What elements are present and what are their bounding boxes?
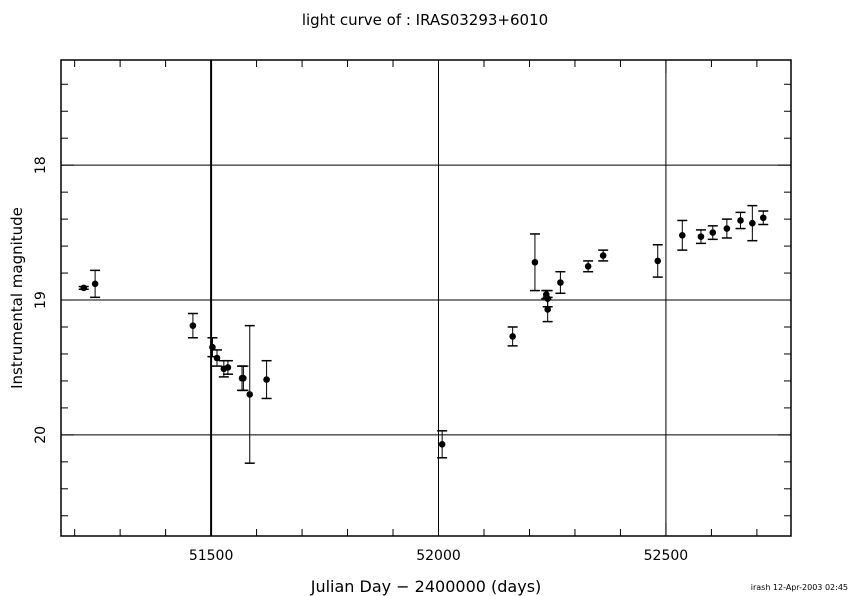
data-marker <box>759 214 767 222</box>
x-tick-label: 51500 <box>189 548 234 564</box>
data-marker <box>723 225 731 232</box>
data-point <box>721 218 732 239</box>
x-tick-label: 52000 <box>416 548 461 564</box>
data-marker <box>654 257 662 265</box>
data-marker <box>91 280 99 288</box>
data-marker <box>438 441 446 448</box>
y-tick-label: 19 <box>33 291 49 309</box>
data-marker <box>263 376 270 383</box>
data-point <box>238 365 249 392</box>
data-point <box>78 284 89 292</box>
data-point <box>677 219 688 251</box>
data-point <box>598 249 609 262</box>
data-point <box>207 337 218 358</box>
plot-frame <box>60 59 792 537</box>
data-point <box>222 359 233 375</box>
axis-ticks <box>61 60 791 536</box>
data-point <box>652 243 663 278</box>
footer-stamp: irash 12-Apr-2003 02:45 <box>751 583 848 592</box>
data-point <box>735 211 746 230</box>
data-point <box>542 289 553 308</box>
data-marker <box>544 306 551 313</box>
data-point <box>583 260 594 273</box>
x-tick-label: 52500 <box>644 548 689 564</box>
data-marker <box>678 231 686 239</box>
data-point <box>707 225 718 241</box>
data-marker <box>697 233 705 240</box>
data-point <box>758 210 769 226</box>
data-point <box>187 312 198 339</box>
data-point <box>555 270 566 295</box>
data-marker <box>80 284 88 292</box>
data-point <box>507 326 518 347</box>
data-marker <box>189 322 197 329</box>
data-marker <box>213 354 221 362</box>
y-tick-labels: 18 19 20 <box>33 156 49 444</box>
data-points <box>78 204 769 464</box>
x-axis-label: Julian Day − 2400000 (days) <box>310 577 542 596</box>
data-point <box>437 430 448 459</box>
data-marker <box>209 343 216 351</box>
x-tick-labels: 51500 52000 52500 <box>189 548 688 564</box>
data-marker <box>246 391 254 398</box>
data-point <box>747 204 758 242</box>
grid-lines <box>61 60 791 536</box>
data-point <box>244 324 255 464</box>
data-marker <box>599 252 607 259</box>
data-point <box>695 229 706 245</box>
data-marker <box>531 258 539 266</box>
data-marker <box>509 333 516 340</box>
data-marker <box>584 263 592 270</box>
data-point <box>90 269 101 299</box>
data-marker <box>737 217 744 224</box>
data-marker <box>709 229 717 236</box>
y-axis-label: Instrumental magnitude <box>8 207 26 389</box>
y-tick-label: 20 <box>33 426 49 444</box>
data-point <box>261 359 272 400</box>
chart-title: light curve of : IRAS03293+6010 <box>302 11 548 29</box>
data-marker <box>749 219 756 227</box>
data-point <box>212 349 223 367</box>
y-tick-label: 18 <box>33 156 49 174</box>
data-marker <box>224 364 232 371</box>
data-marker <box>240 374 247 382</box>
data-marker <box>544 295 551 302</box>
data-marker <box>557 279 564 286</box>
data-point <box>529 233 540 292</box>
